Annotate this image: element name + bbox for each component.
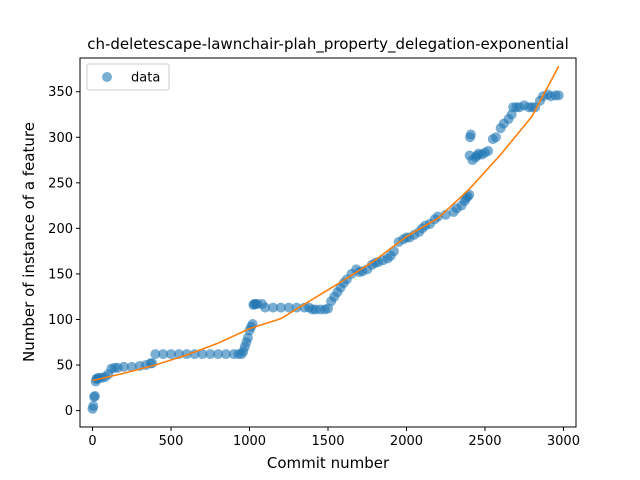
legend-label-data: data: [131, 71, 160, 86]
data-point: [440, 209, 451, 220]
y-tick-label: 0: [65, 404, 73, 419]
data-point: [205, 349, 216, 360]
x-axis-label: Commit number: [267, 454, 390, 472]
data-point: [126, 361, 137, 372]
data-point: [197, 349, 208, 360]
x-tick-label: 2000: [390, 434, 423, 449]
x-tick-label: 1000: [233, 434, 266, 449]
data-point: [118, 361, 129, 372]
scatter-series-data: [87, 89, 564, 414]
legend-marker-data: [102, 72, 112, 82]
data-point: [464, 189, 475, 200]
data-point: [166, 349, 177, 360]
data-point: [465, 129, 476, 140]
x-tick-label: 0: [88, 434, 96, 449]
data-point: [150, 349, 161, 360]
data-point: [283, 302, 294, 313]
data-point: [89, 391, 100, 402]
y-tick-label: 350: [48, 85, 73, 100]
x-tick-label: 2500: [468, 434, 501, 449]
y-axis-label: Number of instance of a feature: [20, 122, 38, 362]
data-point: [213, 349, 224, 360]
data-point: [490, 132, 501, 143]
y-tick-label: 100: [48, 313, 73, 328]
data-point: [158, 349, 169, 360]
x-tick-label: 500: [159, 434, 184, 449]
data-point: [275, 302, 286, 313]
y-tick-label: 250: [48, 176, 73, 191]
data-point: [553, 90, 564, 101]
y-tick-label: 300: [48, 131, 73, 146]
data-point: [260, 302, 271, 313]
chart-title: ch-deletescape-lawnchair-plah_property_d…: [87, 35, 569, 54]
fit-line: [92, 65, 560, 382]
data-point: [88, 401, 99, 412]
data-point: [388, 246, 399, 257]
data-point: [483, 145, 494, 156]
legend: data: [86, 63, 170, 91]
y-tick-label: 50: [56, 359, 73, 374]
legend-box: [86, 63, 170, 91]
data-point: [268, 302, 279, 313]
marks-layer: [87, 65, 564, 414]
y-tick-label: 200: [48, 222, 73, 237]
axes-layer: 0 500 1000 1500 2000 2500 3000 0 50 100 150 200 250 3…: [48, 85, 580, 449]
data-point: [220, 349, 231, 360]
x-tick-label: 3000: [547, 434, 580, 449]
y-tick-label: 150: [48, 267, 73, 282]
x-tick-label: 1500: [311, 434, 344, 449]
